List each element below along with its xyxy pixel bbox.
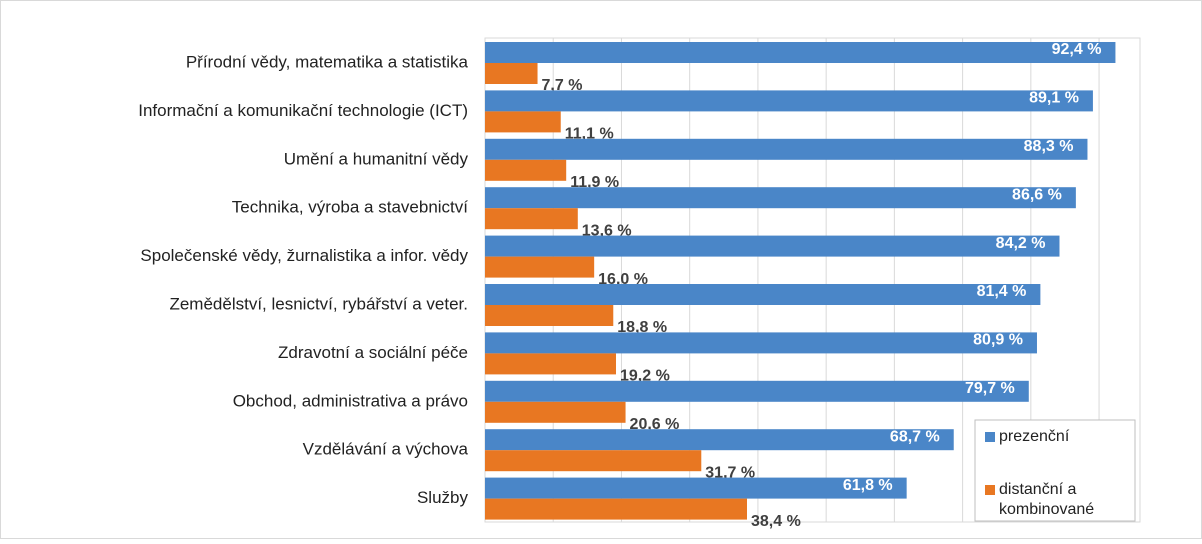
category-label: Zdravotní a sociální péče <box>278 343 468 362</box>
value-label: 13,6 % <box>582 222 632 239</box>
category-label: Umění a humanitní vědy <box>284 149 469 168</box>
category-label: Přírodní vědy, matematika a statistika <box>186 52 469 71</box>
value-label: 31,7 % <box>705 464 755 481</box>
bar <box>485 429 954 451</box>
value-label: 11,1 % <box>565 126 614 143</box>
bar <box>485 111 561 133</box>
category-label: Zemědělství, lesnictví, rybářství a vete… <box>169 294 468 313</box>
value-label: 79,7 % <box>965 380 1015 397</box>
value-label: 20,6 % <box>630 416 680 433</box>
category-label: Vzdělávání a výchova <box>303 440 469 459</box>
value-label: 19,2 % <box>620 368 670 385</box>
value-label: 61,8 % <box>843 477 893 494</box>
legend-label: distanční a kombinované <box>999 481 1094 518</box>
bar <box>485 235 1060 257</box>
bar <box>485 138 1088 160</box>
bar <box>485 498 747 520</box>
value-label: 18,8 % <box>617 319 667 336</box>
legend-swatch <box>985 432 995 442</box>
legend-box <box>974 419 1136 522</box>
bar <box>485 90 1093 112</box>
value-label: 86,6 % <box>1012 186 1062 203</box>
value-label: 84,2 % <box>996 235 1046 252</box>
value-label: 89,1 % <box>1029 90 1079 107</box>
value-label: 88,3 % <box>1024 138 1074 155</box>
bar <box>485 208 578 230</box>
value-label: 38,4 % <box>751 513 801 530</box>
bar <box>485 256 595 278</box>
value-label: 81,4 % <box>977 283 1027 300</box>
category-label: Společenské vědy, žurnalistika a infor. … <box>140 246 468 265</box>
category-label: Informační a komunikační technologie (IC… <box>138 101 468 120</box>
bar <box>485 380 1029 402</box>
bar <box>485 450 702 472</box>
bar <box>485 159 567 181</box>
bar <box>485 187 1076 209</box>
value-label: 7,7 % <box>542 77 583 94</box>
value-label: 16,0 % <box>598 271 648 288</box>
category-label: Technika, výroba a stavebnictví <box>232 198 469 217</box>
bar <box>485 401 626 423</box>
bar <box>485 332 1037 354</box>
bar <box>485 305 614 326</box>
category-label: Obchod, administrativa a právo <box>233 391 468 410</box>
category-label: Služby <box>417 488 469 507</box>
legend: prezenční distanční a kombinované <box>974 419 1136 522</box>
legend-label: prezenční <box>999 428 1070 445</box>
value-label: 68,7 % <box>890 428 940 445</box>
value-label: 11,9 % <box>570 174 619 191</box>
bar <box>485 63 538 84</box>
bar <box>485 42 1116 63</box>
value-label: 80,9 % <box>973 332 1023 349</box>
value-label: 92,4 % <box>1052 41 1102 58</box>
bar <box>485 353 616 375</box>
bar <box>485 477 907 499</box>
legend-swatch <box>985 485 995 495</box>
bar <box>485 284 1041 305</box>
